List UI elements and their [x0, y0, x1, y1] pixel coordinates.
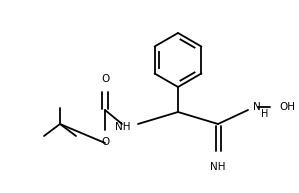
- Text: H: H: [261, 109, 269, 119]
- Text: O: O: [101, 137, 109, 147]
- Text: O: O: [101, 74, 109, 84]
- Text: NH: NH: [115, 122, 130, 132]
- Text: OH: OH: [279, 102, 295, 112]
- Text: N: N: [253, 102, 261, 112]
- Text: NH: NH: [210, 162, 226, 172]
